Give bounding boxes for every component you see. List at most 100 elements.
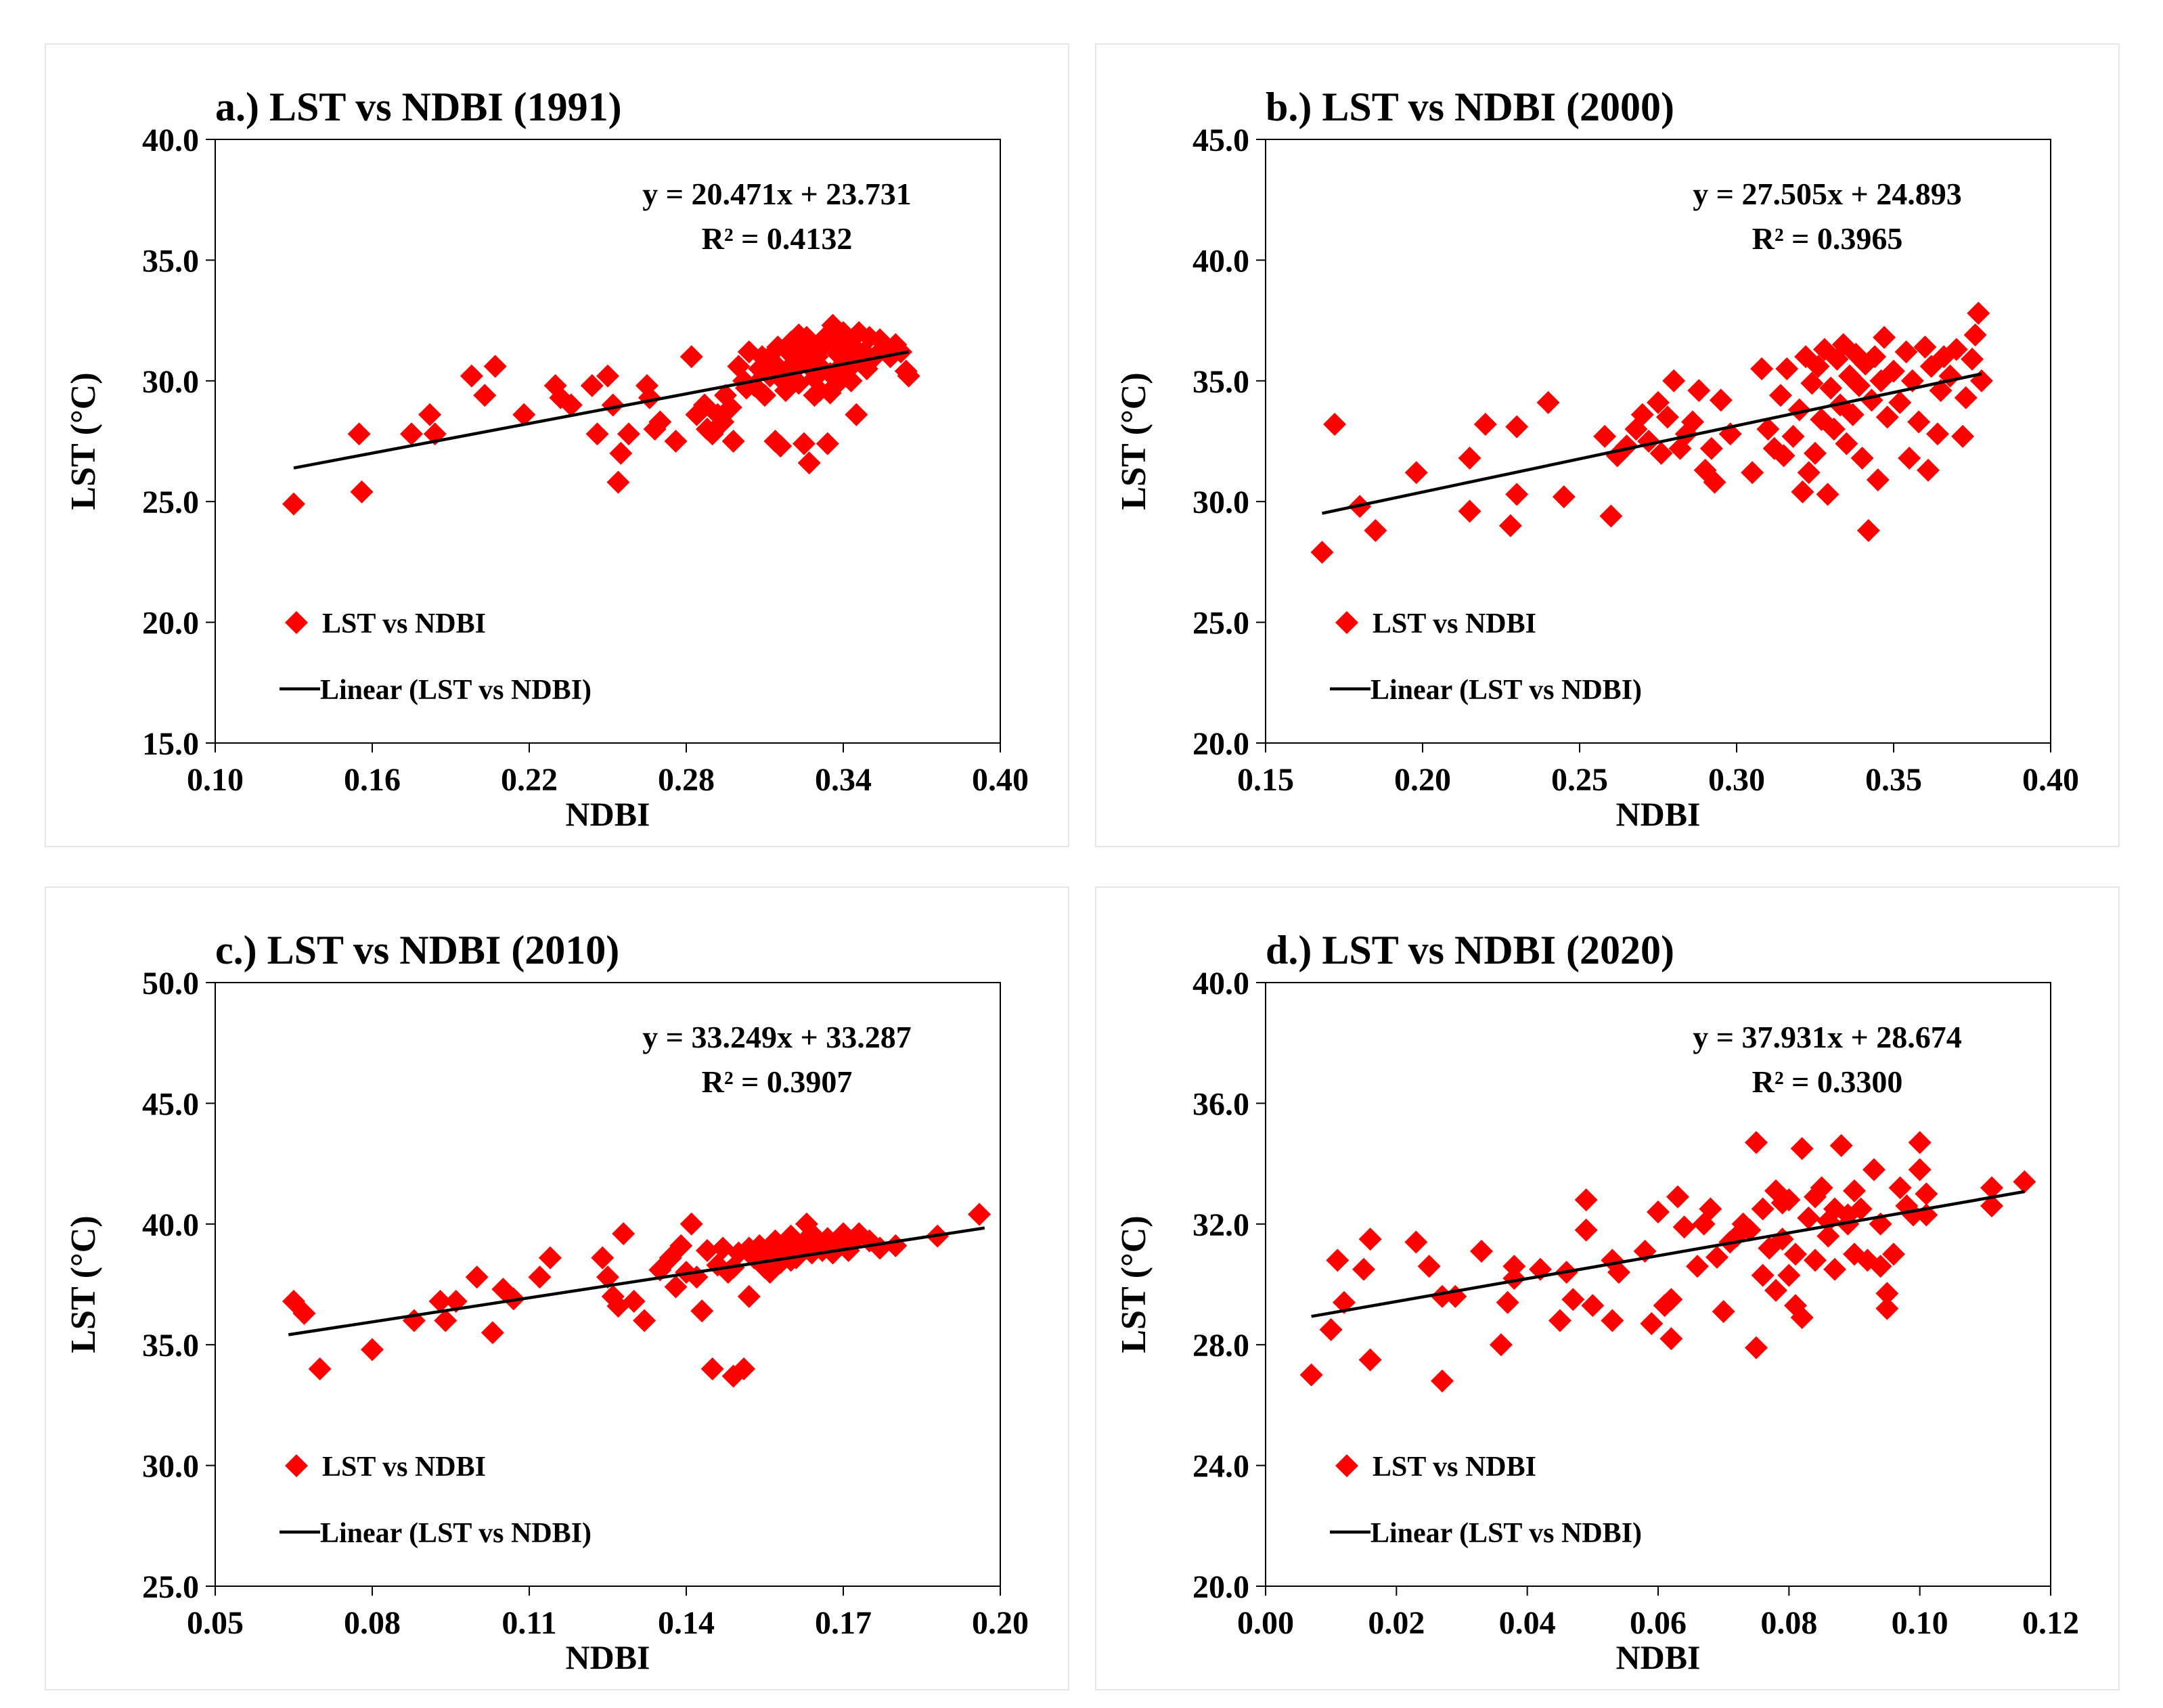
scatter-series <box>1310 301 1993 564</box>
y-tick-label: 25.0 <box>142 1569 199 1605</box>
data-point <box>1647 390 1670 414</box>
trend-equation: y = 20.471x + 23.731 <box>642 177 911 211</box>
y-axis-label: LST (°C) <box>64 1215 103 1353</box>
data-point <box>1751 1197 1775 1221</box>
data-point <box>609 441 633 465</box>
data-point <box>418 403 442 426</box>
x-tick-label: 0.02 <box>1368 1605 1425 1641</box>
y-tick-label: 40.0 <box>1192 243 1249 279</box>
data-point <box>1898 446 1921 470</box>
data-point <box>282 492 305 516</box>
data-point <box>1599 504 1623 528</box>
data-point <box>1404 1230 1428 1254</box>
r-squared: R² = 0.3300 <box>1752 1064 1903 1099</box>
legend-scatter-label: LST vs NDBI <box>1373 1452 1536 1483</box>
y-tick-label: 50.0 <box>142 966 199 1002</box>
data-point <box>481 1321 504 1345</box>
x-axis-label: NDBI <box>565 1638 650 1676</box>
x-tick-label: 0.25 <box>1551 762 1608 798</box>
data-point <box>596 364 619 388</box>
data-point <box>361 1338 384 1362</box>
data-point <box>601 393 625 417</box>
data-point <box>753 384 776 407</box>
data-point <box>1615 434 1638 458</box>
data-point <box>1299 1363 1323 1387</box>
legend-scatter-label: LST vs NDBI <box>322 608 486 639</box>
data-point <box>845 403 868 426</box>
data-point <box>1458 499 1481 523</box>
data-point <box>1502 1255 1526 1278</box>
data-point <box>1764 1278 1787 1302</box>
data-point <box>884 333 908 357</box>
data-point <box>1913 335 1937 359</box>
data-point <box>1552 485 1576 509</box>
data-point <box>1907 410 1931 434</box>
x-tick-label: 0.15 <box>1237 762 1294 798</box>
x-tick-label: 0.16 <box>344 762 401 798</box>
data-point <box>1593 424 1617 448</box>
y-tick-label: 35.0 <box>142 243 199 279</box>
data-point <box>434 1309 458 1332</box>
data-point <box>465 1265 489 1289</box>
data-point <box>795 1212 818 1236</box>
x-tick-label: 0.28 <box>658 762 715 798</box>
data-point <box>1856 1249 1879 1272</box>
data-point <box>1925 422 1949 446</box>
data-point <box>1915 1182 1938 1206</box>
data-point <box>1470 1239 1493 1263</box>
y-axis-label: LST (°C) <box>64 372 103 510</box>
data-point <box>1768 384 1792 407</box>
data-point <box>1888 390 1912 414</box>
data-point <box>1505 415 1529 439</box>
data-point <box>638 386 661 409</box>
data-point <box>1850 446 1874 470</box>
chart-panel-d: d.) LST vs NDBI (2020) 20.0 24.0 28.0 32.0 36… <box>1095 886 2120 1690</box>
data-point <box>444 1289 468 1313</box>
data-point <box>832 1222 855 1246</box>
data-point <box>1496 1290 1519 1314</box>
data-point <box>737 1236 761 1260</box>
data-point <box>1364 519 1387 543</box>
y-tick-label: 45.0 <box>142 1086 199 1122</box>
y-tick-label: 20.0 <box>142 606 199 642</box>
data-point <box>1640 1311 1664 1335</box>
data-point <box>1869 1255 1892 1278</box>
data-point <box>347 422 371 446</box>
data-point <box>1681 410 1705 434</box>
data-point <box>1847 374 1871 397</box>
data-point <box>1831 333 1855 357</box>
x-axis-label: NDBI <box>1615 1638 1700 1676</box>
data-point <box>1967 301 1990 325</box>
x-tick-label: 0.35 <box>1865 762 1922 798</box>
x-tick-label: 0.05 <box>187 1605 244 1641</box>
data-point <box>1326 1249 1350 1272</box>
data-point <box>1659 1327 1683 1351</box>
data-point <box>1756 418 1780 441</box>
chart-title: a.) LST vs NDBI (1991) <box>215 85 622 129</box>
data-point <box>1875 1297 1899 1320</box>
scatter-series <box>282 1203 991 1388</box>
data-point <box>1790 1306 1814 1330</box>
data-point <box>1863 345 1887 369</box>
data-point <box>1875 1282 1899 1305</box>
data-point <box>612 1222 635 1246</box>
y-axis-label: LST (°C) <box>1115 1215 1153 1353</box>
data-point <box>606 470 630 494</box>
data-point <box>1781 424 1805 448</box>
data-point <box>1699 436 1723 460</box>
x-tick-label: 0.11 <box>501 1605 556 1641</box>
data-point <box>1745 1336 1768 1359</box>
plot-area <box>215 982 1001 1587</box>
data-point <box>1703 470 1726 494</box>
data-point <box>1458 446 1481 470</box>
data-point <box>2013 1170 2036 1194</box>
x-tick-label: 0.08 <box>1760 1605 1817 1641</box>
data-point <box>1686 1255 1709 1278</box>
r-squared: R² = 0.3965 <box>1752 221 1903 256</box>
data-point <box>1790 1137 1814 1161</box>
x-tick-label: 0.06 <box>1630 1605 1687 1641</box>
data-point <box>690 1299 714 1323</box>
data-point <box>585 422 609 446</box>
data-point <box>1823 1257 1846 1281</box>
data-point <box>591 1246 615 1269</box>
